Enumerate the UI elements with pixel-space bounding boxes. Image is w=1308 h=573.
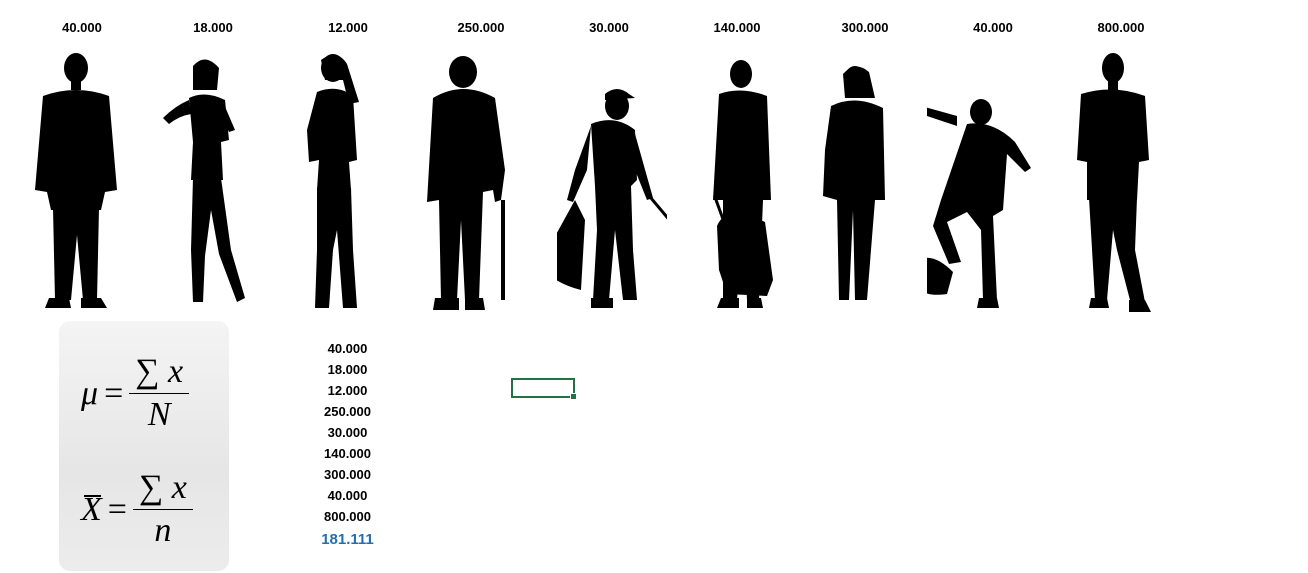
equals-sign: = xyxy=(104,374,124,412)
sample-mean-formula: X = ∑ x n xyxy=(81,469,193,550)
traveler-luggage-silhouette-icon xyxy=(687,50,797,320)
woman-silhouette-icon xyxy=(281,50,391,320)
value-cell[interactable]: 300.000 xyxy=(324,467,371,482)
income-values-list: 40.000 18.000 12.000 250.000 30.000 140.… xyxy=(300,340,395,549)
variable: x xyxy=(168,353,184,390)
numerator: ∑ x xyxy=(129,353,190,394)
elderly-man-cane-silhouette-icon xyxy=(413,50,523,320)
income-label: 140.000 xyxy=(713,20,761,35)
value-cell[interactable]: 800.000 xyxy=(324,509,371,524)
denominator: n xyxy=(154,512,172,549)
businessman-silhouette-icon xyxy=(21,50,131,320)
numerator: ∑ x xyxy=(132,469,193,510)
equals-sign: = xyxy=(107,490,127,528)
income-label: 800.000 xyxy=(1097,20,1145,35)
value-cell[interactable]: 30.000 xyxy=(327,425,368,440)
income-label: 30.000 xyxy=(589,20,629,35)
skateboarder-silhouette-icon xyxy=(927,50,1037,320)
income-label: 40.000 xyxy=(973,20,1013,35)
man-standing-silhouette-icon xyxy=(1059,50,1169,320)
population-mean-symbol: μ xyxy=(81,374,99,412)
sigma-symbol: ∑ xyxy=(138,469,164,506)
fraction: ∑ x n xyxy=(132,469,193,550)
income-label: 12.000 xyxy=(328,20,368,35)
fill-handle[interactable] xyxy=(570,393,577,400)
value-cell[interactable]: 40.000 xyxy=(327,488,368,503)
value-cell[interactable]: 250.000 xyxy=(324,404,371,419)
value-cell[interactable]: 12.000 xyxy=(327,383,368,398)
income-label: 250.000 xyxy=(457,20,505,35)
denominator: N xyxy=(147,396,171,433)
woman-standing-silhouette-icon xyxy=(801,50,911,320)
income-label: 18.000 xyxy=(193,20,233,35)
value-cell[interactable]: 40.000 xyxy=(327,341,368,356)
income-label: 40.000 xyxy=(62,20,102,35)
mean-value-cell[interactable]: 181.111 xyxy=(321,531,374,548)
income-label: 300.000 xyxy=(841,20,889,35)
trash-collector-silhouette-icon xyxy=(557,50,667,320)
fraction: ∑ x N xyxy=(129,353,190,434)
value-cell[interactable]: 140.000 xyxy=(324,446,371,461)
population-mean-formula: μ = ∑ x N xyxy=(81,353,190,434)
sample-mean-symbol: X xyxy=(81,490,102,528)
mean-formula-card: μ = ∑ x N X = ∑ x n xyxy=(59,321,229,571)
value-cell[interactable]: 18.000 xyxy=(327,362,368,377)
sigma-symbol: ∑ xyxy=(135,353,160,390)
selected-cell[interactable] xyxy=(511,378,577,400)
young-woman-silhouette-icon xyxy=(153,50,263,320)
variable: x xyxy=(171,469,187,506)
